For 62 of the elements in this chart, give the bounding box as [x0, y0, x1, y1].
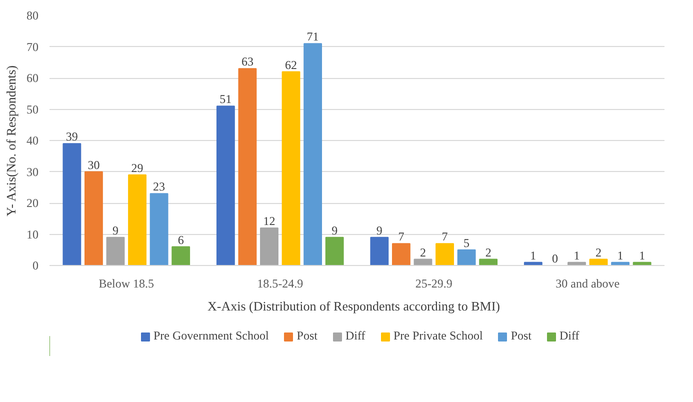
data-label: 7 — [398, 230, 404, 244]
data-label: 30 — [88, 158, 100, 172]
data-label: 2 — [420, 245, 426, 260]
data-label: 9 — [112, 223, 118, 238]
bar — [392, 243, 410, 266]
legend-label: Pre Government School — [153, 328, 269, 344]
data-label: 29 — [131, 160, 144, 175]
y-tick-label: 60 — [26, 71, 38, 85]
bar — [216, 106, 235, 266]
data-label: 6 — [178, 232, 184, 247]
legend-label: Post — [296, 328, 318, 344]
bar — [282, 71, 300, 266]
data-label: 9 — [376, 223, 382, 238]
bar — [370, 236, 389, 266]
data-label: 62 — [285, 58, 298, 72]
y-tick-label: 40 — [26, 134, 38, 148]
y-tick-label: 80 — [26, 8, 38, 22]
bar — [436, 243, 454, 266]
bar — [479, 258, 498, 266]
y-tick-label: 20 — [26, 196, 38, 210]
bar — [84, 171, 103, 266]
data-label: 1 — [617, 248, 624, 262]
bar — [304, 43, 322, 266]
bar — [172, 246, 190, 266]
bar — [150, 193, 168, 266]
data-label: 0 — [552, 252, 558, 266]
data-label: 9 — [332, 223, 338, 238]
y-axis-title: Y- Axis(No. of Respondents) — [4, 65, 18, 216]
y-tick-label: 70 — [26, 40, 38, 54]
data-label: 71 — [306, 30, 319, 44]
data-label: 51 — [220, 92, 232, 106]
data-label: 1 — [574, 248, 580, 262]
bar — [106, 236, 125, 266]
bar — [238, 68, 257, 266]
legend-label: Pre Private School — [393, 328, 483, 344]
bar — [62, 143, 82, 266]
data-label: 2 — [596, 245, 602, 260]
x-tick-label: 30 and above — [556, 276, 620, 290]
y-tick-label: 50 — [26, 102, 38, 116]
data-label: 7 — [442, 230, 448, 244]
y-tick-label: 10 — [26, 227, 38, 242]
data-label: 5 — [464, 236, 470, 250]
y-tick-label: 30 — [26, 164, 38, 179]
data-label: 23 — [153, 180, 166, 194]
bar — [260, 228, 278, 266]
data-label: 63 — [241, 54, 254, 69]
data-label: 1 — [639, 248, 646, 262]
x-axis-title: X-Axis (Distribution of Respondents according to BMI) — [208, 298, 500, 314]
legend-label: Diff — [560, 328, 580, 344]
data-label: 2 — [485, 245, 492, 260]
bar — [128, 174, 146, 266]
bar — [325, 236, 344, 266]
y-tick-label: 0 — [32, 258, 38, 272]
data-label: 1 — [530, 248, 536, 262]
data-label: 12 — [263, 214, 276, 228]
x-tick-label: Below 18.5 — [98, 276, 154, 290]
bar — [457, 249, 476, 266]
data-label: 39 — [66, 130, 78, 144]
x-tick-label: 25-29.9 — [415, 276, 452, 290]
x-tick-label: 18.5-24.9 — [257, 276, 304, 290]
legend-label: Post — [510, 328, 532, 344]
legend-label: Diff — [345, 328, 366, 344]
